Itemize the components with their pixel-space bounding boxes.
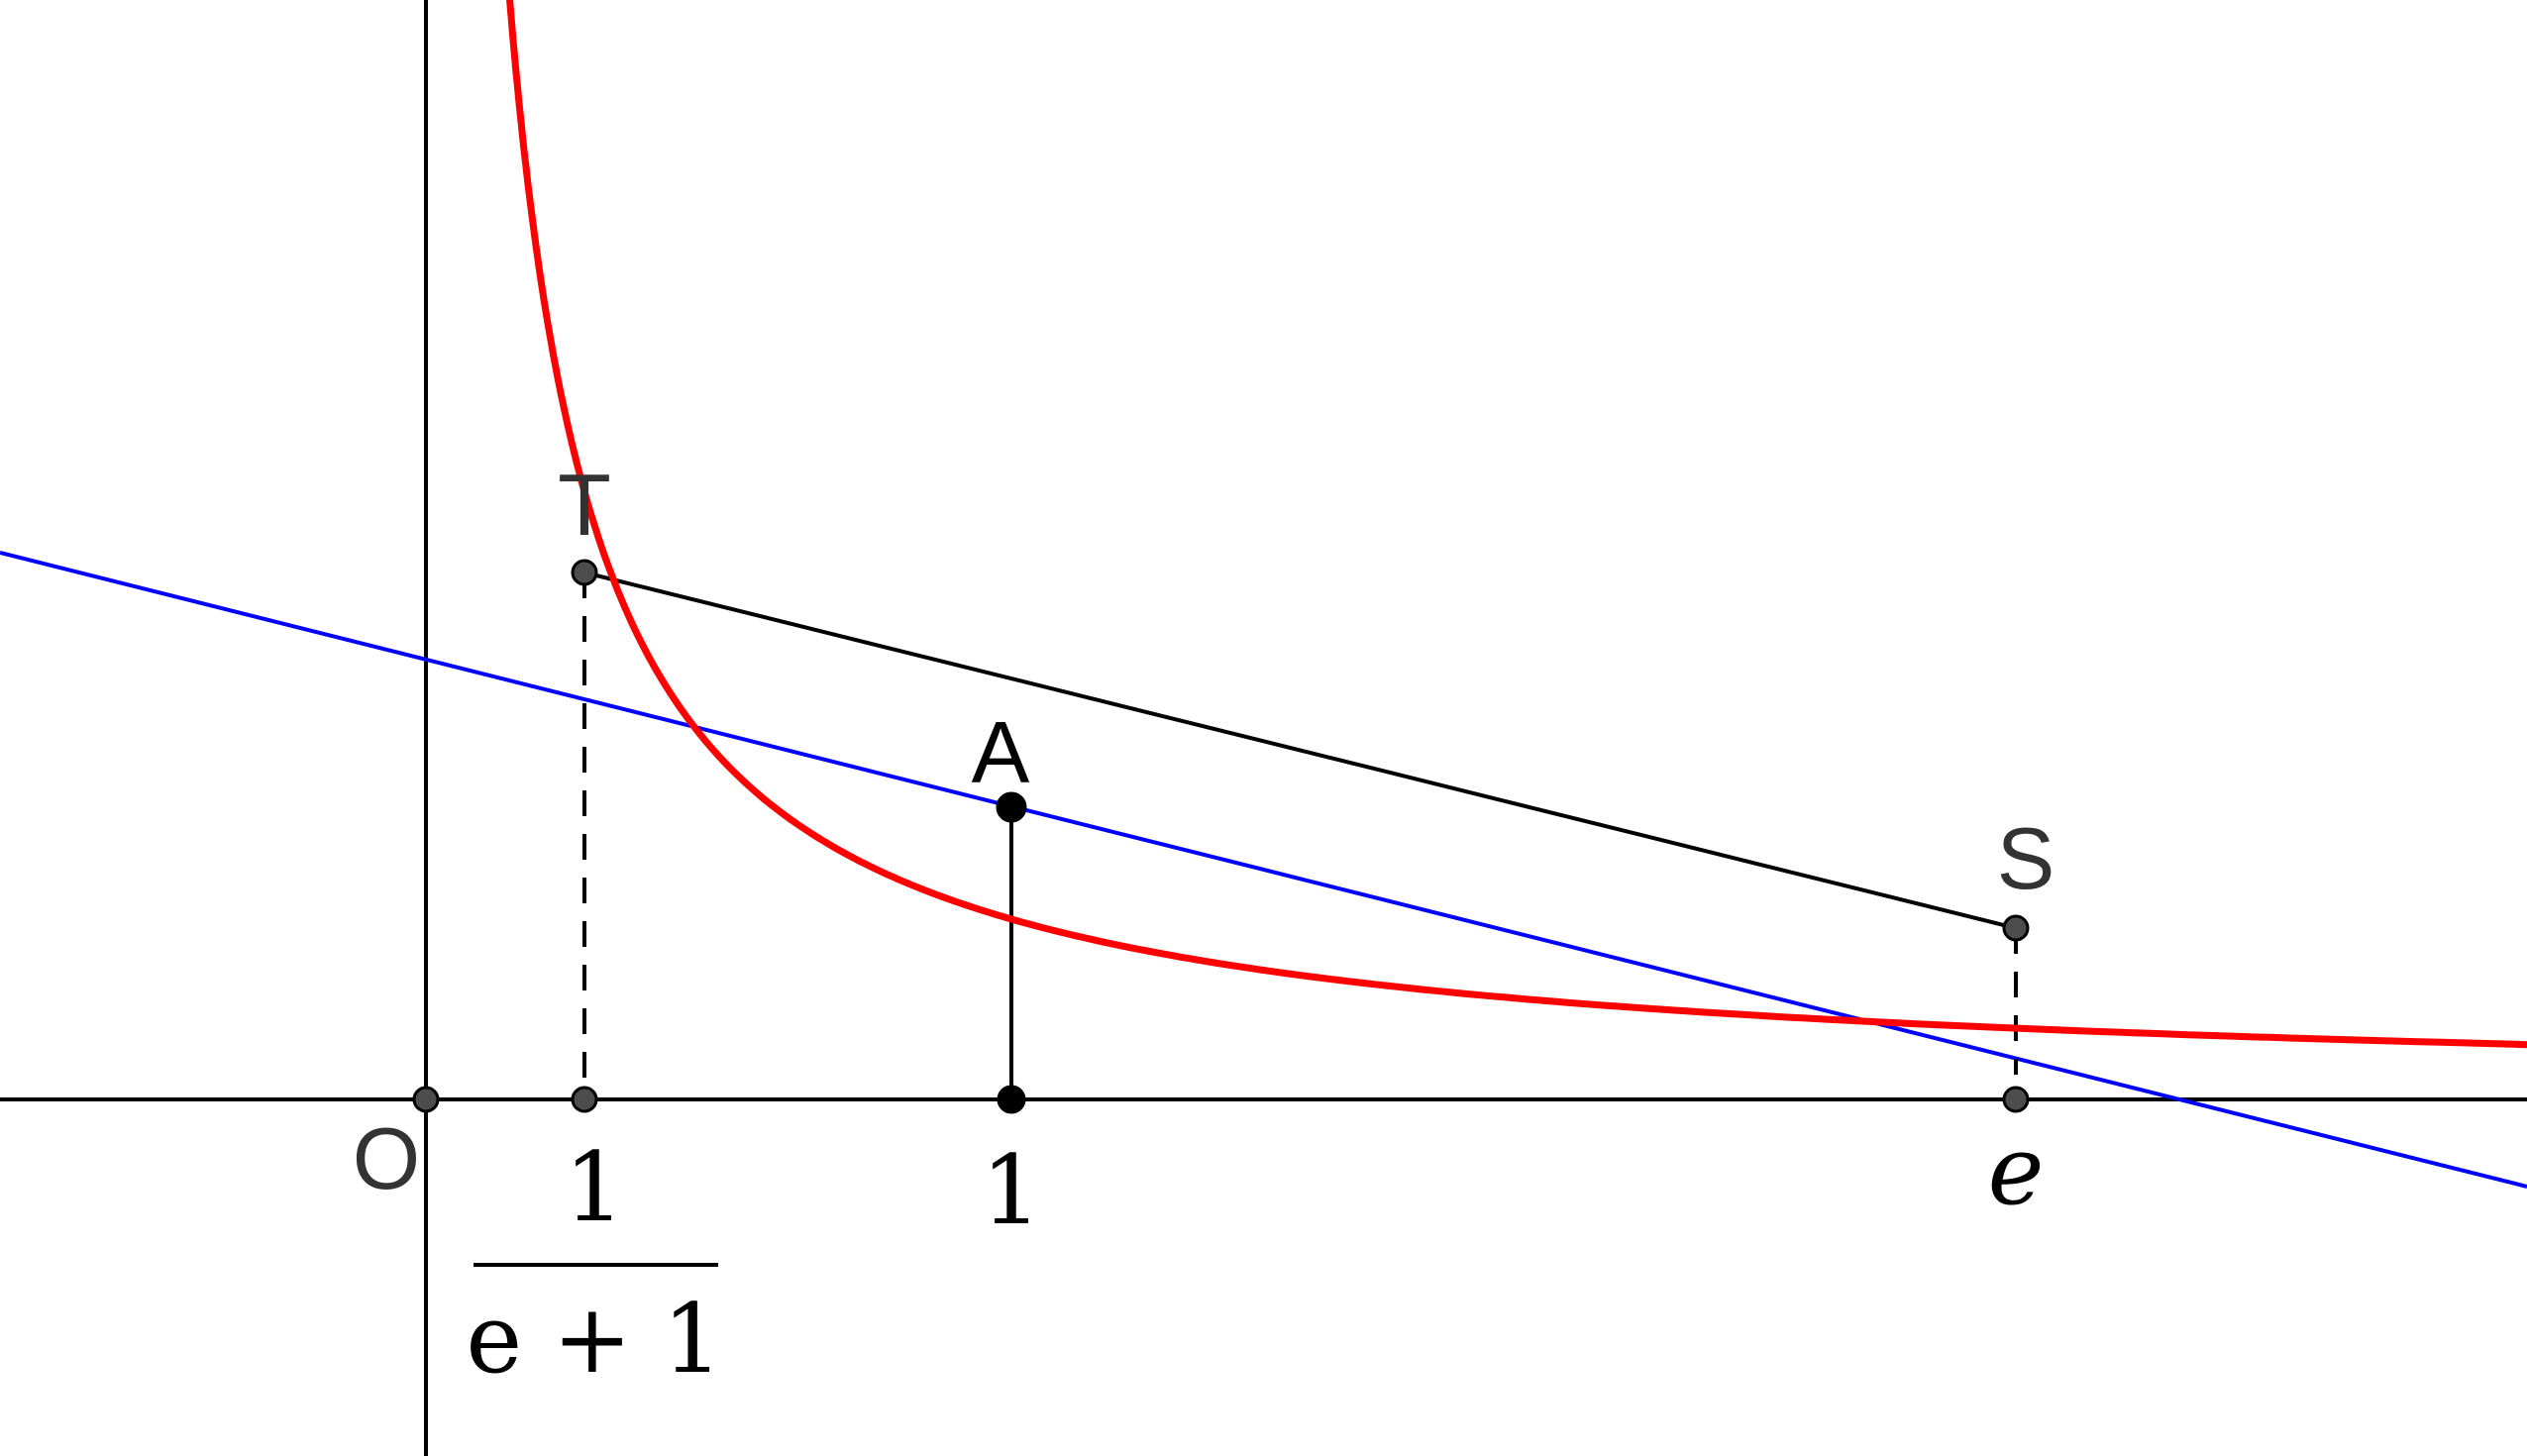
t-foot-point [571, 1086, 598, 1113]
point-a [996, 791, 1027, 823]
s-foot-point [2002, 1086, 2030, 1113]
a-foot-point [997, 1085, 1026, 1114]
function-curve [506, 0, 2527, 1049]
origin-point [412, 1086, 440, 1113]
fraction-numerator: 1 [564, 1132, 624, 1243]
segment-ts [583, 571, 2017, 930]
tick-label-e: e [1988, 1115, 2045, 1226]
label-t: T [558, 456, 611, 554]
point-s [2002, 914, 2030, 942]
tick-label-one: 1 [981, 1135, 1041, 1246]
label-s: S [1997, 809, 2055, 907]
label-origin: O [353, 1109, 420, 1207]
point-t [571, 559, 598, 586]
fraction-denominator: e + 1 [466, 1284, 722, 1395]
tangent-line [0, 551, 2527, 1189]
label-a: A [972, 703, 1030, 801]
